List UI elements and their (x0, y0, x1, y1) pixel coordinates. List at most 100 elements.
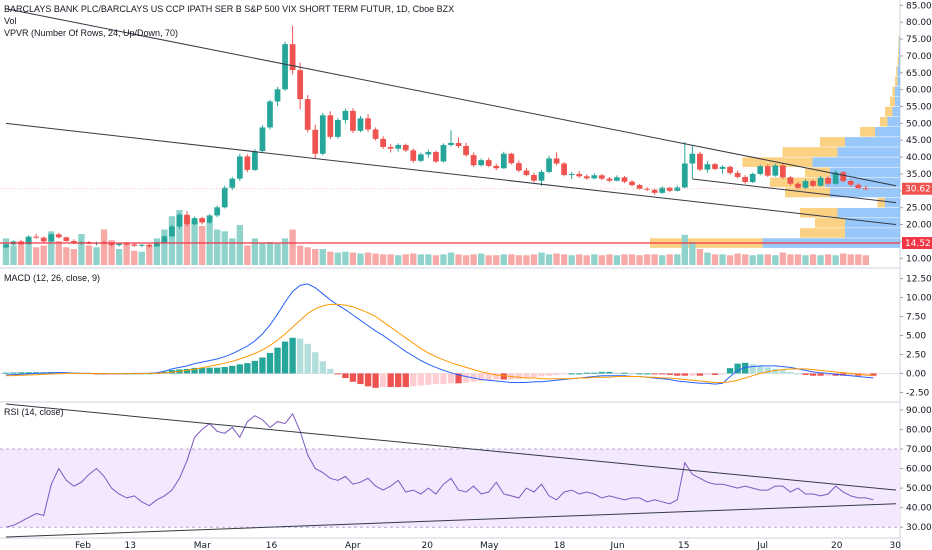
volume-bar (711, 254, 719, 265)
candle-body (372, 129, 379, 139)
vpvr-row-down (899, 46, 900, 56)
volume-bar (757, 254, 764, 265)
macd-histogram-bar (266, 352, 274, 374)
candle-body (855, 184, 862, 189)
candle-body (531, 174, 537, 181)
macd-histogram-bar (726, 368, 734, 374)
candle-body (697, 153, 703, 170)
trendlines (5, 8, 897, 538)
macd-histogram-bar (349, 373, 357, 382)
macd-histogram-bar (560, 373, 568, 375)
macd-histogram-bar (515, 373, 523, 379)
candle-body (138, 244, 145, 246)
vpvr-row-up (897, 56, 899, 66)
vpvr-row-down (897, 76, 900, 87)
rsi-axis-label: 40.00 (906, 504, 932, 514)
macd-histogram-bar (681, 373, 688, 376)
candle-body (681, 163, 688, 188)
trendline (5, 8, 897, 187)
candle-body (319, 115, 326, 154)
macd-histogram-bar (659, 373, 666, 375)
rsi-band (0, 448, 900, 528)
candle-body (153, 242, 160, 247)
volume-bar (296, 245, 304, 265)
macd-histogram-bar (545, 373, 553, 376)
candle-body (184, 214, 190, 225)
volume-bar (304, 247, 311, 265)
volume-legend: Vol (4, 16, 17, 26)
price-axis-label: 80.00 (906, 18, 932, 28)
candle-body (214, 207, 221, 216)
volume-bar (440, 254, 447, 265)
time-axis-label: Apr (345, 541, 361, 550)
volume-bar (832, 255, 839, 265)
candle-body (470, 155, 477, 166)
macd-histogram-bar (493, 373, 500, 380)
last-price-tag (902, 182, 932, 195)
macd-histogram-bar (583, 372, 590, 374)
macd-histogram-bar (387, 373, 394, 388)
volume-bar (123, 242, 130, 265)
macd-histogram-bar (606, 371, 613, 374)
price-axis-label: 20.00 (906, 221, 932, 231)
macd-histogram-bar (696, 373, 704, 376)
candle-body (614, 177, 620, 181)
candle-body (779, 165, 786, 178)
volume-bar (93, 247, 100, 265)
trendline (692, 178, 897, 204)
candle-body (123, 243, 130, 245)
price-axis-label: 50.00 (906, 119, 932, 129)
volume-bar (108, 240, 115, 265)
time-axis-label: Jun (610, 541, 625, 550)
macd-histogram-bar (206, 367, 213, 374)
macd-histogram-bar (500, 373, 507, 380)
vpvr-row-down (897, 66, 900, 76)
vpvr-row-down (899, 35, 900, 46)
volume-bar (33, 247, 40, 265)
candle-body (749, 173, 756, 183)
macd-histogram-bar (741, 362, 749, 374)
volume-bar (206, 222, 213, 265)
candle-body (742, 176, 749, 183)
candle-body (350, 110, 356, 131)
macd-histogram-bar (598, 371, 606, 374)
macd-axis-label: 0.00 (906, 369, 926, 379)
candle-body (598, 175, 605, 179)
volume-bar (198, 225, 206, 265)
volume-bar (726, 255, 734, 265)
macd-histogram-bar (591, 372, 598, 374)
macd-histogram-bar (809, 373, 817, 376)
macd-histogram-bar (779, 370, 787, 374)
candle-body (63, 237, 70, 242)
candle-body (764, 166, 771, 176)
macd-histogram-bar (402, 373, 409, 388)
macd-histogram-bar (221, 366, 228, 374)
volume-bar (138, 251, 145, 265)
vpvr-row-up (800, 228, 845, 238)
volume-bar (643, 254, 651, 265)
volume-bar (100, 229, 108, 265)
candle-body (825, 177, 831, 184)
macd-histogram-bar (651, 373, 658, 375)
macd-histogram-bar (523, 373, 530, 378)
vpvr-row-up (877, 197, 885, 208)
volume-bar (25, 238, 32, 265)
volume-bar (689, 241, 696, 265)
volume-bar (455, 254, 462, 265)
time-axis-label: Mar (194, 541, 211, 550)
candle-body (493, 165, 500, 169)
rsi-axis-label: 50.00 (906, 484, 932, 494)
candle-body (840, 172, 847, 182)
volume-bar (17, 242, 25, 265)
candle-body (629, 181, 635, 186)
volume-bar (55, 241, 62, 265)
volume-bar (651, 254, 658, 265)
macd-histogram-bar (485, 373, 492, 381)
vpvr-row-down (898, 56, 900, 66)
rsi-line (5, 412, 874, 528)
rsi-legend: RSI (14, close) (4, 407, 64, 417)
candle-body (108, 243, 115, 246)
macd-histogram-bar (379, 373, 387, 388)
macd-histogram-bar (229, 365, 236, 374)
